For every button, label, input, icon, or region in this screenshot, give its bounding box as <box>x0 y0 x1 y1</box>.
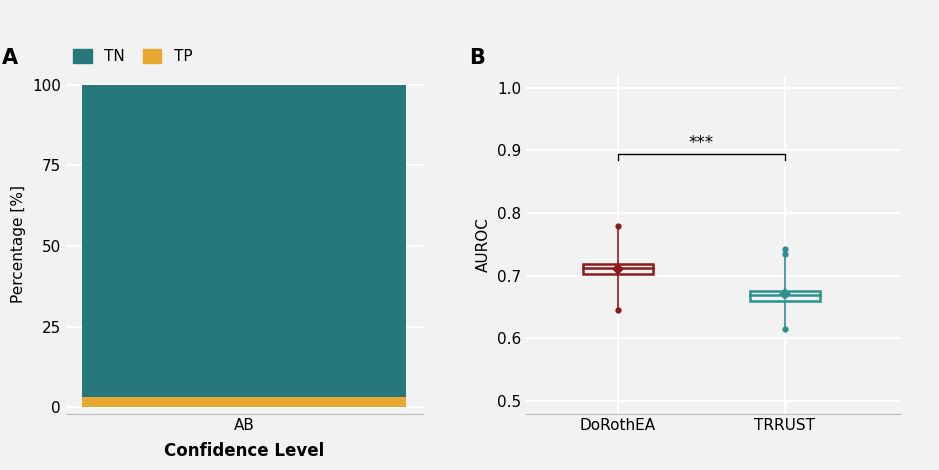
Y-axis label: AUROC: AUROC <box>476 217 491 272</box>
Bar <box>82 398 407 407</box>
Text: ***: *** <box>688 133 714 152</box>
Y-axis label: Percentage [%]: Percentage [%] <box>11 185 26 304</box>
Bar <box>582 265 653 274</box>
Legend: TN, TP: TN, TP <box>73 49 192 64</box>
X-axis label: Confidence Level: Confidence Level <box>164 442 324 460</box>
Bar <box>749 291 820 301</box>
Text: A: A <box>2 48 18 68</box>
Text: B: B <box>470 48 485 68</box>
